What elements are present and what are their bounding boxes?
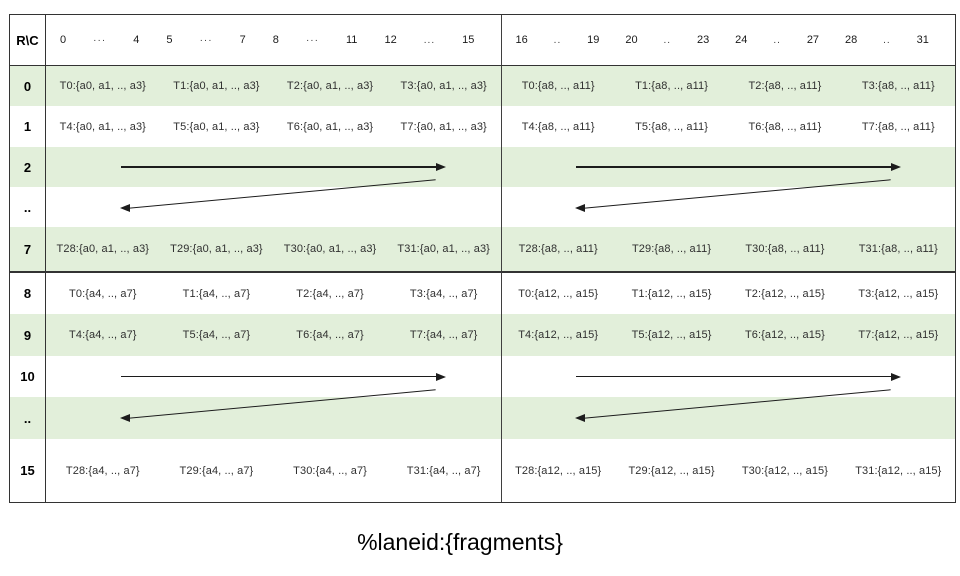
fragment-cell: T1:{a0, a1, .., a3}: [173, 80, 260, 92]
col-tick: 12: [384, 34, 397, 46]
fragment-cell: T5:{a4, .., a7}: [182, 329, 251, 341]
row-label: 15: [10, 439, 46, 502]
column-headers-left: 0 ··· 4 5 ··· 7 8 ··· 11 12 ... 15: [46, 15, 501, 66]
fragment-cell: T3:{a0, a1, .., a3}: [400, 80, 487, 92]
ellipsis: ...: [423, 34, 436, 46]
fragment-cell: T4:{a0, a1, .., a3}: [59, 120, 146, 133]
corner-cell: R\C: [10, 15, 46, 66]
fragment-cell: T4:{a4, .., a7}: [69, 329, 137, 341]
fragment-cell: T28:{a0, a1, .., a3}: [56, 243, 150, 255]
col-tick: 11: [346, 34, 358, 46]
arrowhead-left-icon: [574, 204, 585, 212]
ellipsis: ···: [199, 34, 213, 46]
row-continuation-arrow-icon: [120, 375, 442, 378]
col-tick: 7: [239, 34, 246, 46]
fragment-cell: T1:{a8, .., a11}: [635, 80, 709, 92]
fragment-cell: T2:{a12, .., a15}: [744, 287, 825, 300]
ellipsis: ..: [883, 34, 891, 46]
ellipsis: ···: [305, 34, 319, 46]
fragment-cell: T29:{a4, .., a7}: [179, 464, 254, 477]
row-label: 10: [10, 356, 46, 397]
fragment-cell: T7:{a4, .., a7}: [409, 329, 478, 341]
fragment-cell: T4:{a12, .., a15}: [518, 329, 599, 341]
col-tick: 19: [587, 34, 600, 46]
figure-caption: %laneid:{fragments}: [357, 529, 563, 555]
fragment-cell: T3:{a4, .., a7}: [409, 287, 478, 300]
row-label: 2: [10, 147, 46, 187]
fragment-cell: T30:{a8, .., a11}: [745, 243, 825, 255]
fragment-cell: T28:{a12, .., a15}: [515, 464, 602, 477]
arrowhead-left-icon: [119, 414, 130, 422]
col-tick: 28: [844, 34, 858, 46]
fragment-cell: T31:{a8, .., a11}: [858, 243, 938, 255]
arrowhead-right-icon: [435, 372, 446, 381]
arrowhead-right-icon: [435, 163, 446, 171]
fragment-cell: T3:{a8, .., a11}: [861, 80, 935, 92]
ellipsis: ..: [773, 34, 781, 46]
row-continuation-arrow-icon: [576, 375, 897, 378]
col-tick: 5: [166, 34, 173, 46]
fragment-cell: T6:{a0, a1, .., a3}: [286, 120, 374, 133]
fragment-cell: T5:{a0, a1, .., a3}: [173, 120, 260, 133]
fragment-cell: T7:{a8, .., a11}: [861, 120, 935, 133]
row-label: ..: [10, 397, 46, 439]
arrowhead-left-icon: [119, 204, 130, 212]
col-tick: 31: [916, 34, 929, 46]
row-label: 0: [10, 66, 46, 106]
fragment-cell: T3:{a12, .., a15}: [858, 287, 939, 300]
fragment-cell: T0:{a12, .., a15}: [518, 287, 599, 300]
col-tick: 24: [735, 34, 748, 46]
row-label: ..: [10, 187, 46, 227]
col-tick: 16: [515, 34, 528, 46]
row-continuation-arrow-icon: [120, 166, 442, 168]
fragment-cell: T31:{a0, a1, .., a3}: [397, 243, 490, 255]
row-label: 9: [10, 314, 46, 356]
col-tick: 0: [60, 34, 67, 46]
fragment-cell: T28:{a8, .., a11}: [518, 243, 598, 255]
arrowhead-right-icon: [890, 372, 901, 381]
arrowhead-right-icon: [890, 163, 901, 171]
ellipsis: ···: [93, 34, 107, 46]
fragment-cell: T1:{a4, .., a7}: [182, 287, 251, 300]
row-label: 7: [10, 227, 46, 271]
fragment-cell: T7:{a0, a1, .., a3}: [400, 120, 487, 133]
fragment-cell: T7:{a12, .., a15}: [858, 329, 939, 341]
fragment-cell: T2:{a0, a1, .., a3}: [286, 80, 374, 92]
fragment-cell: T30:{a4, .., a7}: [293, 464, 367, 477]
fragment-cell: T6:{a12, .., a15}: [744, 329, 825, 341]
fragment-layout-table: R\C 0 ··· 4 5 ··· 7 8 ··· 11 12 ... 15 1…: [9, 14, 956, 503]
col-tick: 27: [806, 34, 820, 46]
ellipsis: ..: [663, 34, 672, 46]
fragment-cell: T28:{a4, .., a7}: [65, 464, 140, 477]
col-tick: 8: [272, 34, 279, 46]
fragment-cell: T0:{a4, .., a7}: [69, 287, 137, 300]
arrowhead-left-icon: [574, 414, 585, 422]
fragment-cell: T6:{a8, .., a11}: [748, 120, 822, 133]
row-label: 1: [10, 106, 46, 147]
fragment-cell: T29:{a12, .., a15}: [628, 464, 715, 477]
fragment-cell: T2:{a4, .., a7}: [296, 287, 364, 300]
fragment-cell: T30:{a0, a1, .., a3}: [283, 243, 377, 255]
fragment-cell: T5:{a8, .., a11}: [635, 120, 709, 133]
fragment-cell: T29:{a0, a1, .., a3}: [170, 243, 263, 255]
column-headers-right: 16 .. 19 20 .. 23 24 .. 27 28 .. 31: [500, 15, 955, 66]
fragment-cell: T2:{a8, .., a11}: [748, 80, 822, 92]
fragment-cell: T0:{a8, .., a11}: [521, 80, 595, 92]
col-tick: 4: [133, 34, 140, 46]
row-label: 8: [10, 271, 46, 314]
fragment-cell: T1:{a12, .., a15}: [631, 287, 712, 300]
fragment-cell: T29:{a8, .., a11}: [631, 243, 712, 255]
ellipsis: ..: [553, 34, 562, 46]
fragment-cell: T6:{a4, .., a7}: [296, 329, 364, 341]
fragment-cell: T31:{a4, .., a7}: [406, 464, 481, 477]
col-tick: 15: [462, 34, 475, 46]
fragment-cell: T0:{a0, a1, .., a3}: [59, 80, 146, 92]
row-continuation-arrow-icon: [576, 166, 897, 168]
col-tick: 20: [625, 34, 638, 46]
fragment-cell: T5:{a12, .., a15}: [631, 329, 712, 341]
col-tick: 23: [696, 34, 710, 46]
fragment-cell: T30:{a12, .., a15}: [741, 464, 829, 477]
fragment-cell: T4:{a8, .., a11}: [521, 120, 595, 133]
fragment-cell: T31:{a12, .., a15}: [855, 464, 942, 477]
